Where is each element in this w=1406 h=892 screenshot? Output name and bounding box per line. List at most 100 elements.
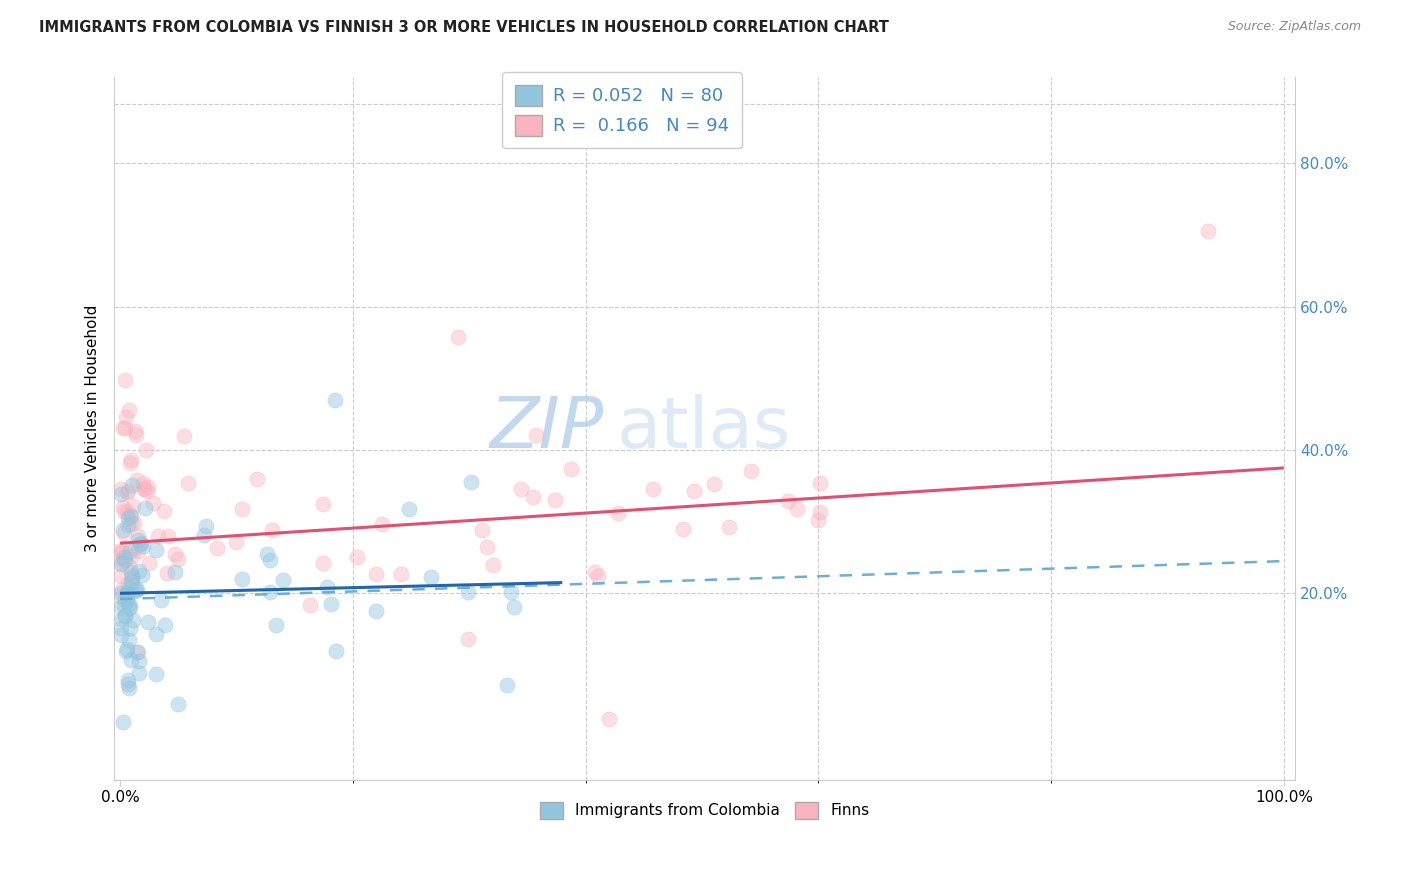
Point <box>121 499 143 513</box>
Point <box>717 520 740 534</box>
Point <box>120 565 142 579</box>
Point <box>129 537 152 551</box>
Point <box>121 574 143 589</box>
Point <box>134 500 156 515</box>
Point <box>544 492 567 507</box>
Point <box>111 500 134 514</box>
Point <box>110 545 132 559</box>
Point <box>153 504 176 518</box>
Point <box>118 403 141 417</box>
Point <box>142 496 165 510</box>
Point <box>110 482 132 496</box>
Point <box>122 516 145 530</box>
Point <box>259 584 281 599</box>
Point <box>155 618 177 632</box>
Point <box>110 628 132 642</box>
Point <box>524 427 547 442</box>
Point <box>311 556 333 570</box>
Point <box>149 593 172 607</box>
Y-axis label: 3 or more Vehicles in Household: 3 or more Vehicles in Household <box>86 305 100 552</box>
Point <box>115 589 138 603</box>
Point <box>118 600 141 615</box>
Point <box>112 598 135 612</box>
Point <box>120 509 142 524</box>
Point <box>260 523 283 537</box>
Point <box>115 484 138 499</box>
Point <box>120 516 142 530</box>
Point <box>112 503 135 517</box>
Point <box>132 476 155 491</box>
Point <box>118 597 141 611</box>
Point <box>231 572 253 586</box>
Point <box>112 549 135 564</box>
Point <box>131 567 153 582</box>
Point <box>231 502 253 516</box>
Point <box>156 566 179 580</box>
Point <box>496 678 519 692</box>
Point <box>114 593 136 607</box>
Point <box>118 621 141 635</box>
Point <box>120 653 142 667</box>
Point <box>477 540 499 554</box>
Point <box>110 569 132 583</box>
Point <box>120 574 142 589</box>
Point <box>446 330 468 344</box>
Point <box>114 409 136 424</box>
Point <box>117 558 139 573</box>
Point <box>522 490 544 504</box>
Point <box>259 552 281 566</box>
Text: Source: ZipAtlas.com: Source: ZipAtlas.com <box>1227 20 1361 33</box>
Point <box>121 477 143 491</box>
Point <box>256 547 278 561</box>
Point <box>125 473 148 487</box>
Point <box>111 612 134 626</box>
Point <box>114 553 136 567</box>
Point <box>125 428 148 442</box>
Point <box>138 556 160 570</box>
Point <box>114 607 136 622</box>
Point <box>703 477 725 491</box>
Point <box>110 543 132 558</box>
Point <box>457 632 479 647</box>
Point <box>122 613 145 627</box>
Point <box>124 583 146 598</box>
Point <box>121 570 143 584</box>
Point <box>364 604 387 618</box>
Point <box>136 615 159 629</box>
Point <box>194 519 217 533</box>
Point <box>134 442 156 457</box>
Point <box>167 551 190 566</box>
Point <box>499 585 522 599</box>
Point <box>128 564 150 578</box>
Point <box>110 589 132 603</box>
Point <box>740 464 762 478</box>
Point <box>509 482 531 496</box>
Point <box>127 645 149 659</box>
Point <box>156 528 179 542</box>
Point <box>145 666 167 681</box>
Point <box>808 505 831 519</box>
Point <box>114 644 136 658</box>
Point <box>127 529 149 543</box>
Point <box>583 565 606 579</box>
Point <box>112 421 135 435</box>
Point <box>118 582 141 596</box>
Point <box>110 558 132 572</box>
Point <box>672 522 695 536</box>
Point <box>115 586 138 600</box>
Point <box>346 550 368 565</box>
Legend: Immigrants from Colombia, Finns: Immigrants from Colombia, Finns <box>534 796 876 824</box>
Point <box>225 534 247 549</box>
Point <box>117 677 139 691</box>
Point <box>128 655 150 669</box>
Point <box>117 510 139 524</box>
Point <box>1197 225 1219 239</box>
Point <box>145 543 167 558</box>
Point <box>111 582 134 597</box>
Text: IMMIGRANTS FROM COLOMBIA VS FINNISH 3 OR MORE VEHICLES IN HOUSEHOLD CORRELATION : IMMIGRANTS FROM COLOMBIA VS FINNISH 3 OR… <box>39 20 889 35</box>
Point <box>117 577 139 591</box>
Point <box>129 535 152 549</box>
Point <box>128 666 150 681</box>
Point <box>271 573 294 587</box>
Point <box>117 673 139 687</box>
